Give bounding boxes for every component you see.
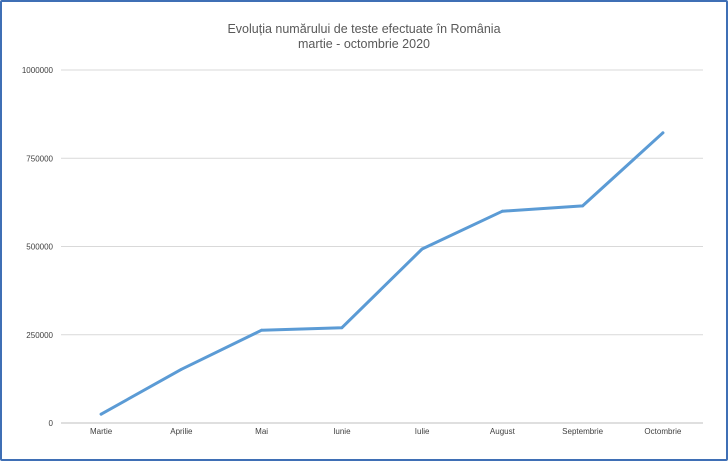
- data-point: [99, 412, 103, 416]
- y-tick-label: 750000: [26, 154, 53, 163]
- data-point: [661, 131, 665, 135]
- y-tick-label: 0: [49, 419, 54, 428]
- y-axis-ticks: 0 250000 500000 750000 1000000: [22, 66, 54, 428]
- chart-title-block: Evoluția numărului de teste efectuate în…: [0, 22, 728, 52]
- data-point: [420, 247, 424, 251]
- y-tick-label: 250000: [26, 331, 53, 340]
- x-tick-label: Mai: [255, 427, 268, 436]
- x-tick-label: Iulie: [415, 427, 430, 436]
- chart-title: Evoluția numărului de teste efectuate în…: [227, 22, 501, 36]
- y-tick-label: 500000: [26, 243, 53, 252]
- series-group: [99, 131, 665, 416]
- data-point: [179, 367, 183, 371]
- data-point: [340, 326, 344, 330]
- x-tick-label: Octombrie: [644, 427, 681, 436]
- x-tick-label: Aprilie: [170, 427, 193, 436]
- data-point: [260, 328, 264, 332]
- series-line: [99, 131, 665, 416]
- x-tick-label: Septembrie: [562, 427, 603, 436]
- x-tick-label: Martie: [90, 427, 113, 436]
- x-tick-label: Iunie: [333, 427, 351, 436]
- x-tick-label: August: [490, 427, 516, 436]
- data-point: [500, 209, 504, 213]
- y-tick-label: 1000000: [22, 66, 54, 75]
- data-point: [581, 204, 585, 208]
- x-axis-ticks: Martie Aprilie Mai Iunie Iulie August Septembr…: [90, 427, 682, 436]
- chart-subtitle: martie - octombrie 2020: [297, 37, 430, 51]
- gridlines: [61, 69, 703, 424]
